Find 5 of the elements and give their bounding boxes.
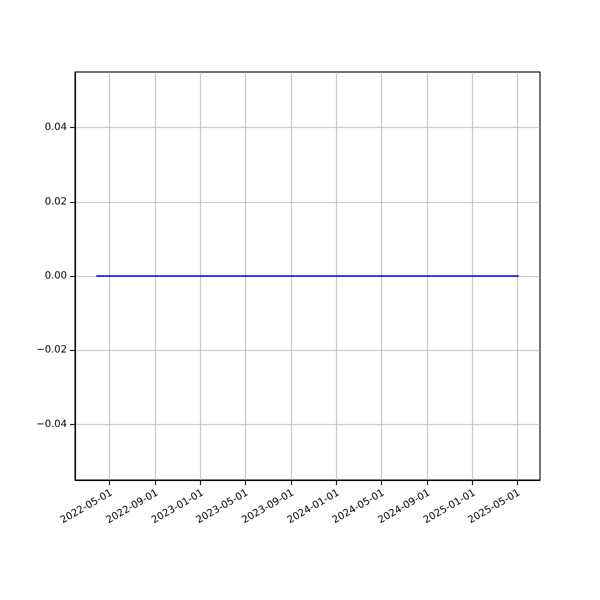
y-tick-label: −0.02	[36, 344, 67, 356]
y-tick-label: 0.04	[44, 122, 67, 134]
y-tick-label: 0.02	[44, 196, 67, 208]
y-tick-label: −0.04	[36, 418, 67, 430]
y-tick-label: 0.00	[44, 270, 67, 282]
